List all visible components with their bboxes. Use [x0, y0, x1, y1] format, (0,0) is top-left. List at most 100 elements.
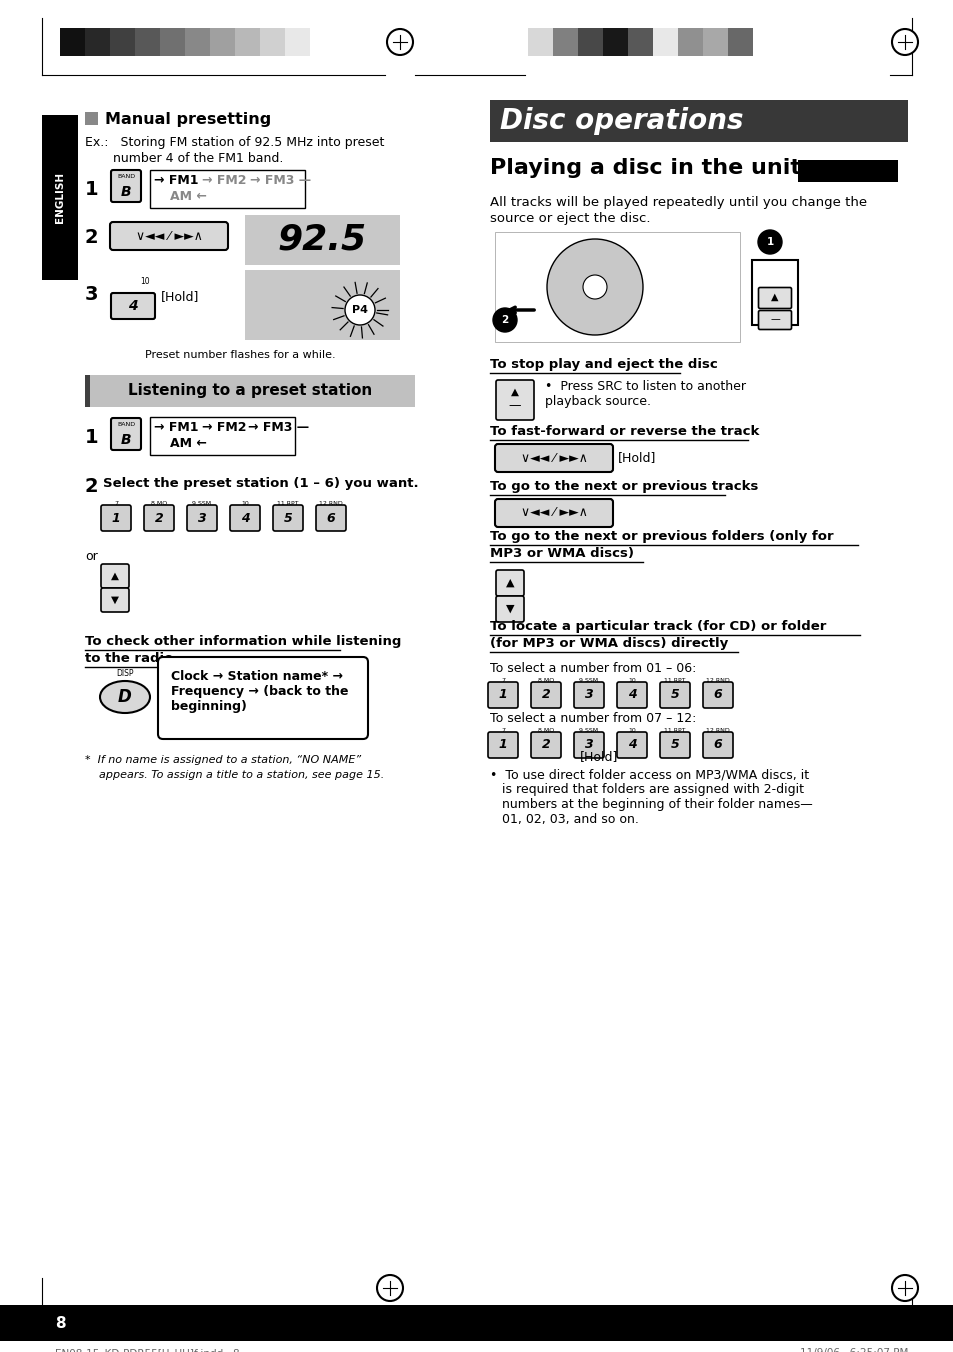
Text: To select a number from 01 – 06:: To select a number from 01 – 06:	[490, 662, 696, 675]
Bar	[602, 28, 627, 55]
FancyBboxPatch shape	[111, 418, 141, 450]
Bar	[245, 270, 399, 339]
Text: 9 SSM: 9 SSM	[578, 727, 598, 733]
Text: P4: P4	[352, 306, 368, 315]
Text: B: B	[121, 433, 132, 448]
Text: *  If no name is assigned to a station, “NO NAME”: * If no name is assigned to a station, “…	[85, 754, 361, 765]
Text: ▲: ▲	[511, 387, 518, 397]
Text: 1: 1	[498, 738, 507, 752]
Bar	[210, 28, 234, 55]
Text: To select a number from 07 – 12:: To select a number from 07 – 12:	[490, 713, 696, 725]
Bar	[578, 28, 602, 55]
Bar	[245, 215, 399, 265]
FancyBboxPatch shape	[617, 731, 646, 758]
FancyBboxPatch shape	[574, 731, 603, 758]
Bar	[0, 1305, 953, 1341]
Bar	[797, 160, 897, 183]
Text: Disc operations: Disc operations	[499, 107, 742, 135]
FancyBboxPatch shape	[230, 506, 260, 531]
Bar	[627, 28, 652, 55]
Bar	[527, 28, 553, 55]
Text: 7: 7	[500, 677, 504, 683]
Text: ∨◄◄ ⁄ ►►∧: ∨◄◄ ⁄ ►►∧	[135, 230, 202, 242]
Text: 2: 2	[85, 477, 98, 496]
Text: BAND: BAND	[117, 422, 135, 427]
Bar	[42, 115, 78, 280]
Text: [Hold]: [Hold]	[618, 452, 656, 464]
Text: 2: 2	[541, 738, 550, 752]
Text: 11/9/06   6:25:07 PM: 11/9/06 6:25:07 PM	[800, 1348, 907, 1352]
Bar	[85, 28, 110, 55]
Text: 5: 5	[283, 511, 292, 525]
Text: 8 MO: 8 MO	[537, 677, 554, 683]
FancyBboxPatch shape	[531, 731, 560, 758]
Text: 2: 2	[85, 228, 98, 247]
Text: ▲: ▲	[111, 571, 119, 581]
Text: appears. To assign a title to a station, see page 15.: appears. To assign a title to a station,…	[85, 771, 384, 780]
Text: To fast-forward or reverse the track: To fast-forward or reverse the track	[490, 425, 759, 438]
Circle shape	[891, 28, 917, 55]
Text: to the radio: to the radio	[85, 652, 173, 665]
Text: 01, 02, 03, and so on.: 01, 02, 03, and so on.	[490, 813, 639, 826]
Text: EN08-15_KD-PDR55[U_UH]f.indd   8: EN08-15_KD-PDR55[U_UH]f.indd 8	[55, 1348, 239, 1352]
Text: 11 RPT: 11 RPT	[663, 727, 685, 733]
Text: BAND: BAND	[117, 174, 135, 180]
Circle shape	[387, 28, 413, 55]
Text: [Hold]: [Hold]	[579, 750, 618, 763]
FancyBboxPatch shape	[758, 311, 791, 330]
Text: 4: 4	[627, 688, 636, 702]
Text: Clock → Station name* →
Frequency → (back to the
beginning): Clock → Station name* → Frequency → (bac…	[171, 671, 348, 713]
Text: 10: 10	[241, 502, 249, 506]
Circle shape	[582, 274, 606, 299]
Bar	[553, 28, 578, 55]
Bar	[85, 112, 98, 124]
Circle shape	[891, 1275, 917, 1301]
Bar	[234, 28, 260, 55]
FancyBboxPatch shape	[495, 443, 613, 472]
Bar	[702, 28, 727, 55]
Text: ∨◄◄ ⁄ ►►∧: ∨◄◄ ⁄ ►►∧	[520, 452, 587, 465]
Text: → FM3 —: → FM3 —	[248, 420, 309, 434]
Text: ▲: ▲	[770, 292, 778, 301]
FancyBboxPatch shape	[702, 731, 732, 758]
Text: Manual presetting: Manual presetting	[105, 112, 271, 127]
Text: (for MP3 or WMA discs) directly: (for MP3 or WMA discs) directly	[490, 637, 727, 650]
Text: All tracks will be played repeatedly until you change the: All tracks will be played repeatedly unt…	[490, 196, 866, 210]
Text: To locate a particular track (for CD) or folder: To locate a particular track (for CD) or…	[490, 621, 825, 633]
Text: 7: 7	[500, 727, 504, 733]
Circle shape	[493, 308, 517, 333]
Text: source or eject the disc.: source or eject the disc.	[490, 212, 650, 224]
Text: ▼: ▼	[111, 595, 119, 604]
Text: Listening to a preset station: Listening to a preset station	[128, 384, 372, 399]
Circle shape	[546, 239, 642, 335]
Text: —: —	[769, 314, 779, 324]
FancyBboxPatch shape	[111, 170, 141, 201]
Text: To go to the next or previous folders (only for: To go to the next or previous folders (o…	[490, 530, 833, 544]
Text: Ex.:   Storing FM station of 92.5 MHz into preset: Ex.: Storing FM station of 92.5 MHz into…	[85, 137, 384, 149]
FancyBboxPatch shape	[495, 499, 613, 527]
Text: 12 RND: 12 RND	[319, 502, 342, 506]
FancyBboxPatch shape	[496, 596, 523, 622]
Text: 8 MO: 8 MO	[151, 502, 167, 506]
Text: Select the preset station (1 – 6) you want.: Select the preset station (1 – 6) you wa…	[103, 477, 418, 489]
Text: 9 SSM: 9 SSM	[578, 677, 598, 683]
Bar	[678, 28, 702, 55]
Text: → FM2: → FM2	[202, 174, 246, 187]
Text: numbers at the beginning of their folder names—: numbers at the beginning of their folder…	[490, 798, 812, 811]
FancyBboxPatch shape	[574, 681, 603, 708]
Text: 1: 1	[765, 237, 773, 247]
Text: •  To use direct folder access on MP3/WMA discs, it: • To use direct folder access on MP3/WMA…	[490, 768, 808, 781]
Text: ENGLISH: ENGLISH	[55, 172, 65, 223]
Text: [Hold]: [Hold]	[161, 289, 199, 303]
Text: ∨◄◄ ⁄ ►►∧: ∨◄◄ ⁄ ►►∧	[520, 507, 587, 519]
Text: → FM1: → FM1	[153, 420, 198, 434]
FancyBboxPatch shape	[315, 506, 346, 531]
Text: 4: 4	[627, 738, 636, 752]
Text: 12 RND: 12 RND	[705, 727, 729, 733]
Text: Playing a disc in the unit: Playing a disc in the unit	[490, 158, 801, 178]
FancyBboxPatch shape	[101, 564, 129, 588]
Text: 7: 7	[113, 502, 118, 506]
Text: 92.5: 92.5	[277, 223, 366, 257]
Bar	[652, 28, 678, 55]
Text: 4: 4	[128, 299, 137, 314]
